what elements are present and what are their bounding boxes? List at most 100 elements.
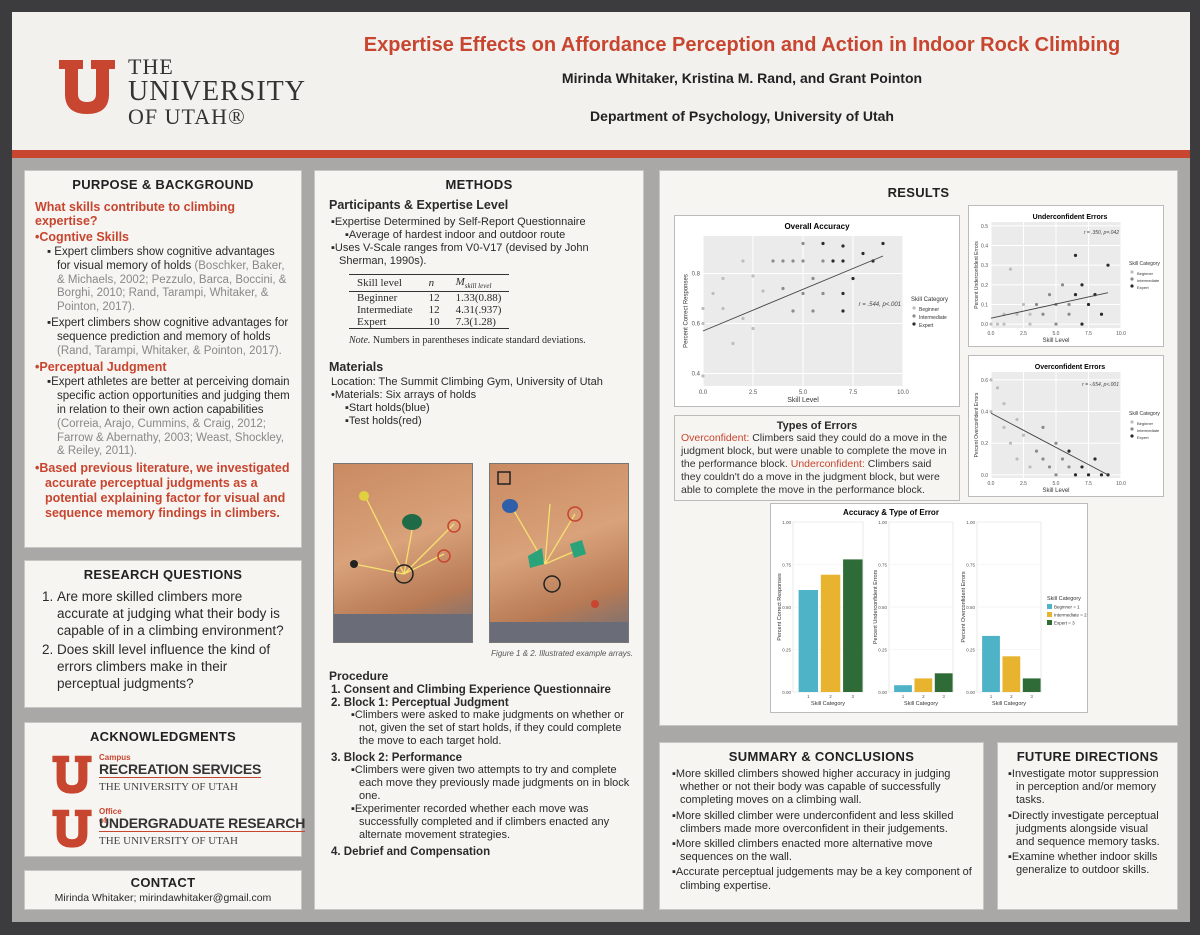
table-cell: Intermediate [357, 304, 413, 317]
data-point [801, 259, 805, 263]
bullet-text: Average of hardest indoor and outdoor ro… [348, 229, 566, 241]
x-tick-label: 10.0 [1116, 481, 1126, 487]
data-point [781, 286, 785, 291]
future-item-text: Directly investigate perceptual judgment… [1011, 809, 1160, 849]
y-tick-label: 0.1 [981, 302, 988, 308]
data-point [989, 378, 993, 382]
y-tick-label: 0.25 [878, 648, 887, 653]
legend-entry: Expert [1137, 285, 1149, 290]
bullet-text: Expert climbers show cognitive advantage… [54, 246, 275, 272]
y-tick-label: 1.00 [782, 520, 791, 525]
x-tick-label: 0.0 [699, 390, 708, 396]
data-point [1106, 263, 1110, 267]
bar [914, 678, 933, 692]
y-tick-label: 0.0 [981, 473, 988, 479]
x-axis-label: Skill Category [811, 701, 845, 707]
data-point [1047, 465, 1052, 469]
data-point [1067, 449, 1071, 453]
summary-item: ▪More skilled climbers showed higher acc… [672, 768, 951, 807]
data-point [701, 321, 705, 326]
y-tick-label: 0.00 [782, 690, 791, 695]
data-point [841, 259, 845, 263]
legend-entry: Expert [919, 323, 934, 329]
methods-bullet: •Materials: Six arrays of holds [331, 389, 477, 402]
y-tick-label: 0.25 [966, 648, 975, 653]
legend-entry: Intermediate = 2 [1054, 613, 1087, 618]
legend-swatch [1047, 612, 1052, 617]
x-axis-label: Skill Level [787, 397, 819, 404]
y-tick-label: 1.00 [878, 520, 887, 525]
legend-title: Skill Category [911, 297, 948, 303]
y-tick-label: 0.5 [981, 224, 988, 230]
x-tick-label: 5.0 [1053, 481, 1060, 487]
data-point [1041, 312, 1045, 316]
bullet-item: ▪Expert climbers show cognitive advantag… [47, 316, 289, 357]
org-name: UNDERGRADUATE RESEARCH [99, 815, 306, 832]
x-axis-label: Skill Level [1042, 488, 1069, 494]
table-cell: 10 [420, 316, 448, 330]
overall-accuracy-chart: Overall Accuracy 0.0 2.5 5.0 7.5 10.0 0.4 0.6 0.… [674, 215, 960, 407]
results-heading: RESULTS [887, 185, 950, 200]
y-tick-label: 0.2 [981, 441, 988, 447]
data-point [861, 251, 865, 256]
legend-title: Skill Category [1129, 411, 1160, 417]
legend-marker [1130, 420, 1134, 424]
x-tick-label: 0.0 [988, 331, 995, 337]
summary-list: ▪More skilled climbers showed higher acc… [670, 768, 973, 893]
x-tick-label: 2 [922, 694, 925, 699]
data-point [1060, 457, 1065, 461]
data-point [1034, 302, 1039, 307]
x-tick-label: 7.5 [1085, 481, 1092, 487]
citation: (Boschker, Baker, & Michaels, 2002; Pezz… [57, 259, 287, 314]
correlation-annotation: r = -.654, p<.001 [1082, 382, 1119, 388]
y-tick-label: 0.4 [692, 372, 701, 378]
org-top: Office of [99, 807, 122, 825]
table-row: Beginner 12 1.33(0.88) [349, 292, 509, 304]
bar [934, 673, 953, 692]
overconfident-errors-svg: Overconfident Errors 0.0 2.5 5.0 7.5 10.0 0.0 0… [974, 364, 1160, 494]
data-point [995, 386, 1000, 390]
summary-item-text: More skilled climber were underconfident… [675, 809, 954, 835]
data-point [1008, 267, 1013, 271]
data-point [791, 309, 795, 313]
x-tick-label: 10.0 [897, 390, 909, 396]
data-point [821, 259, 825, 263]
error-definitions: Overconfident: Climbers said they could … [681, 432, 953, 497]
table-header: n [420, 273, 448, 293]
contact-text: Mirinda Whitaker; mirindawhitaker@gmail.… [54, 892, 272, 904]
future-heading: FUTURE DIRECTIONS [1016, 749, 1159, 764]
x-tick-label: 3 [1030, 694, 1033, 699]
cognitive-heading-text: Cogntive Skills [39, 230, 129, 244]
data-point [851, 276, 855, 281]
methods-sub-bullet: ▪Start holds(blue) [345, 402, 430, 415]
note-text: Numbers in parentheses indicate standard… [370, 335, 586, 347]
underconfident-errors-chart: Underconfident Errors 0.0 2.5 5.0 7.5 10.0 0.0… [968, 205, 1164, 347]
y-tick-label: 0.6 [981, 378, 988, 384]
procedure-bullet: ▪Climbers were given two attempts to try… [351, 764, 630, 802]
table-header-m: M [455, 276, 465, 288]
data-point [1002, 322, 1006, 326]
contact-panel: CONTACT Mirinda Whitaker; mirindawhitake… [24, 870, 302, 910]
data-point [841, 244, 845, 248]
legend-marker [912, 322, 916, 326]
data-point [771, 259, 775, 263]
bullet-text: Experimenter recorded whether each move … [354, 803, 610, 841]
future-list: ▪Investigate motor suppression in percep… [1006, 768, 1169, 878]
data-point [721, 306, 725, 311]
org-sub: THE UNIVERSITY OF UTAH [99, 781, 238, 793]
summary-heading: SUMMARY & CONCLUSIONS [728, 749, 915, 764]
data-point [1073, 293, 1078, 297]
org-sub: THE UNIVERSITY OF UTAH [99, 835, 238, 847]
y-tick-label: 0.50 [878, 605, 887, 610]
y-tick-label: 0.50 [966, 605, 975, 610]
legend-marker [1130, 427, 1134, 431]
ack-heading: ACKNOWLEDGMENTS [89, 729, 237, 744]
y-tick-label: 0.00 [878, 690, 887, 695]
y-tick-label: 0.75 [878, 563, 887, 568]
bullet-text: Test holds(red) [348, 415, 422, 428]
y-tick-label: 0.75 [782, 563, 791, 568]
bar [798, 590, 819, 692]
materials-heading: Materials [329, 360, 384, 375]
data-point [1028, 322, 1032, 326]
bullet-item: ▪Expert athletes are better at perceivin… [47, 376, 290, 458]
